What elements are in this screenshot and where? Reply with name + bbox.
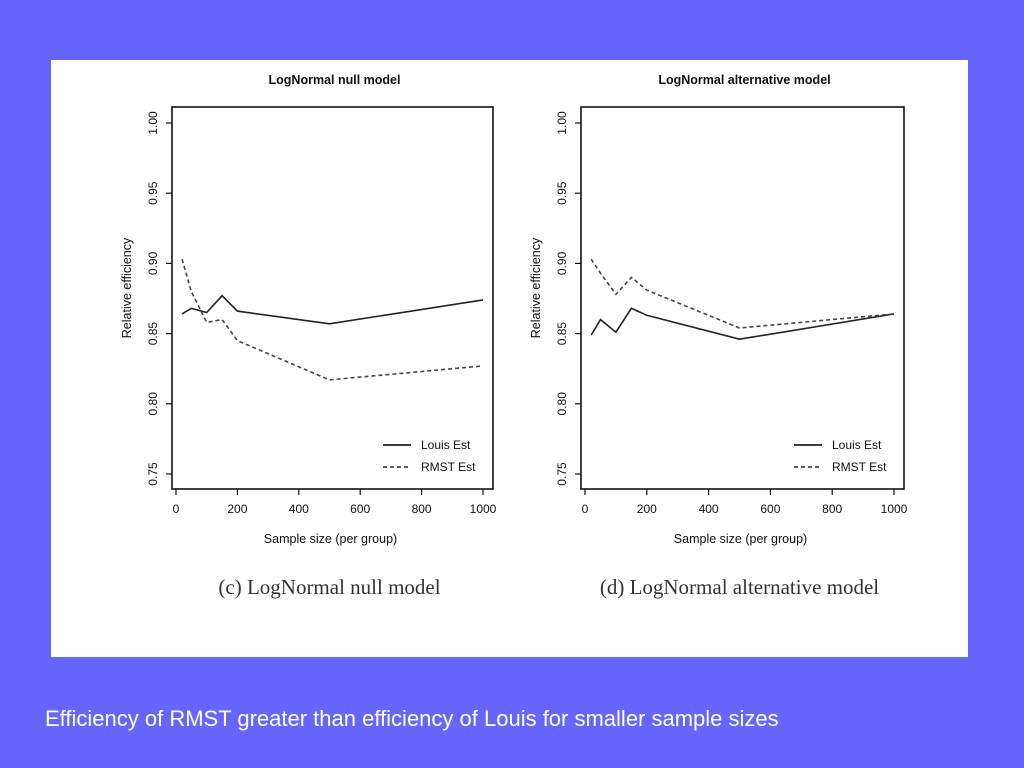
x-tick-label: 600 [350,502,370,516]
y-tick-label: 1.00 [146,111,160,135]
chart-title: LogNormal null model [269,73,401,87]
legend-label: Louis Est [421,438,471,452]
figure-svg: LogNormal null model 0 200 400 600 800 1000 0.7… [120,73,908,599]
series-line-louis [590,307,895,341]
x-tick-label: 400 [699,502,719,516]
subfigure-caption: (d) LogNormal alternative model [600,575,879,599]
y-tick-label: 0.95 [555,181,569,205]
x-tick-label: 200 [227,502,247,516]
legend-label: Louis Est [832,438,882,452]
x-tick-label: 1000 [881,502,908,516]
subfigure-caption: (c) LogNormal null model [218,575,440,599]
plot-frame [580,106,905,490]
chart-title: LogNormal alternative model [658,73,830,87]
chart-null-model: LogNormal null model 0 200 400 600 800 1000 0.7… [120,73,497,599]
y-tick-label: 0.85 [555,322,569,346]
x-tick-label: 0 [173,502,180,516]
y-tick-label: 0.85 [146,322,160,346]
x-tick-label: 800 [412,502,432,516]
x-axis-label: Sample size (per group) [674,532,807,546]
x-tick-label: 800 [822,502,842,516]
series-line-rmst [590,258,895,329]
y-tick-label: 0.80 [146,392,160,416]
x-tick-label: 600 [760,502,780,516]
y-tick-label: 0.75 [146,462,160,486]
y-axis-label: Relative efficiency [120,237,134,338]
chart-alternative-model: LogNormal alternative model 0 200 400 600 800… [529,73,908,599]
series-line-rmst [181,258,484,381]
slide-caption: Efficiency of RMST greater than efficien… [45,706,779,731]
x-tick-label: 0 [582,502,589,516]
x-tick-label: 400 [289,502,309,516]
x-axis-label: Sample size (per group) [264,532,397,546]
series-line-louis [181,294,484,325]
x-tick-label: 200 [637,502,657,516]
y-tick-label: 0.80 [555,392,569,416]
legend-label: RMST Est [421,460,476,474]
figure-panel: LogNormal null model 0 200 400 600 800 1000 0.7… [51,60,968,657]
y-axis-label: Relative efficiency [529,237,543,338]
legend-label: RMST Est [832,460,887,474]
y-tick-label: 1.00 [555,111,569,135]
y-tick-label: 0.75 [555,462,569,486]
y-tick-label: 0.90 [555,251,569,275]
y-tick-label: 0.90 [146,251,160,275]
x-tick-label: 1000 [470,502,497,516]
plot-frame [171,106,494,490]
y-tick-label: 0.95 [146,181,160,205]
